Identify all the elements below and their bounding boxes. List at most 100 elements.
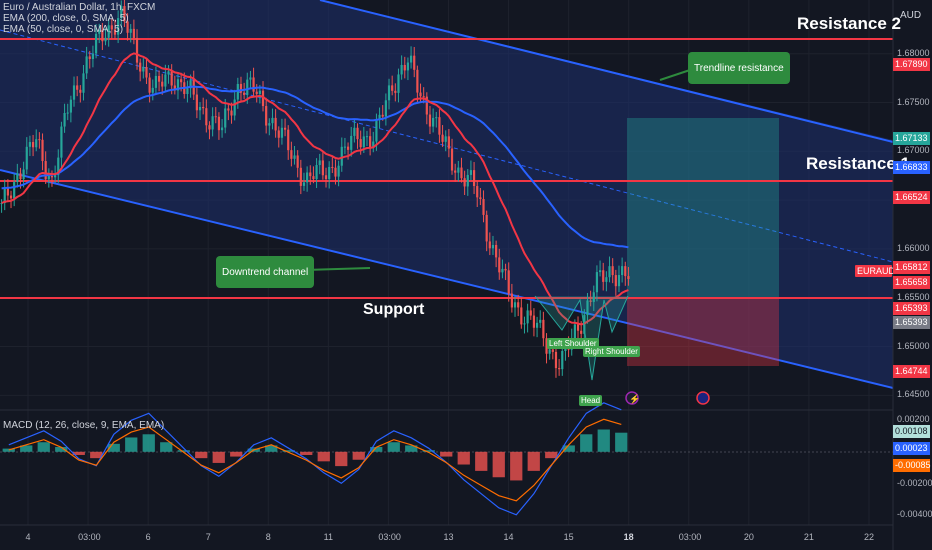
candle-body bbox=[142, 66, 145, 72]
candle-body bbox=[586, 300, 589, 316]
candle-body bbox=[243, 92, 246, 95]
macd-histogram-bar bbox=[230, 451, 243, 457]
macd-legend[interactable]: MACD (12, 26, close, 9, EMA, EMA) bbox=[3, 420, 165, 431]
candle-body bbox=[315, 165, 318, 180]
candle-body bbox=[598, 270, 602, 273]
lightning-icon: ⚡ bbox=[629, 393, 640, 405]
candle-body bbox=[129, 28, 132, 33]
candle-body bbox=[44, 161, 47, 180]
event-icon-lightning[interactable] bbox=[625, 391, 639, 405]
resistance2-label: Resistance 2 bbox=[797, 14, 901, 33]
candle-body bbox=[432, 117, 435, 127]
macd-histogram-bar bbox=[615, 432, 628, 452]
time-tick-label: 4 bbox=[25, 532, 31, 542]
macd-histogram-bar bbox=[107, 443, 120, 452]
macd-histogram-bar bbox=[492, 451, 505, 478]
candle-body bbox=[302, 182, 306, 186]
candle-body bbox=[85, 56, 88, 74]
candle-body bbox=[246, 79, 249, 95]
candle-body bbox=[387, 85, 391, 101]
time-tick-label: 13 bbox=[443, 532, 454, 542]
macd-histogram-bar bbox=[20, 445, 33, 452]
candle-body bbox=[217, 116, 221, 131]
macd-tick-label: 0.00200 bbox=[897, 413, 930, 424]
candle-body bbox=[268, 123, 271, 126]
price-tick-label: 1.65500 bbox=[897, 291, 930, 302]
downtrend-channel-callout[interactable]: Downtrend channel bbox=[216, 256, 315, 288]
macd-histogram-bar bbox=[125, 437, 138, 452]
trendline-resistance-callout[interactable]: Trendline resistance bbox=[688, 52, 790, 84]
macd-histogram-bar bbox=[580, 434, 593, 452]
candle-body bbox=[54, 175, 57, 178]
candle-body bbox=[337, 165, 340, 177]
candle-body bbox=[346, 146, 350, 150]
candle-body bbox=[22, 169, 25, 180]
candle-body bbox=[157, 75, 161, 82]
candle-body bbox=[523, 323, 526, 325]
candle-body bbox=[561, 350, 564, 370]
candle-body bbox=[167, 71, 170, 75]
time-tick-label: 18 bbox=[623, 532, 634, 542]
left-shoulder-label: Left Shoulder bbox=[547, 338, 599, 349]
candle-body bbox=[413, 55, 416, 70]
candle-body bbox=[173, 85, 176, 91]
symbol-title[interactable]: Euro / Australian Dollar, 1h, FXCM bbox=[3, 2, 156, 13]
candle-body bbox=[409, 55, 413, 63]
macd-value-box: 0.00108 bbox=[893, 425, 930, 439]
stop-zone bbox=[627, 298, 779, 366]
candle-body bbox=[378, 114, 381, 120]
candle-body bbox=[139, 62, 142, 72]
candle-body bbox=[328, 166, 331, 180]
macd-histogram-bar bbox=[37, 442, 50, 452]
candle-body bbox=[397, 74, 400, 93]
channel-lower-line[interactable] bbox=[0, 169, 894, 389]
candle-body bbox=[195, 94, 198, 111]
trendline-callout-pointer bbox=[659, 69, 691, 81]
candle-body bbox=[554, 351, 558, 369]
macd-histogram-bar bbox=[317, 451, 330, 462]
candle-body bbox=[16, 173, 19, 183]
candle-body bbox=[290, 150, 293, 159]
candle-body bbox=[120, 6, 123, 19]
macd-histogram-bar bbox=[72, 451, 85, 455]
candle-body bbox=[265, 106, 268, 126]
macd-histogram-bar bbox=[510, 451, 523, 481]
candle-body bbox=[126, 21, 129, 33]
candle-body bbox=[239, 83, 243, 93]
ema200-legend[interactable]: EMA (200, close, 0, SMA, 5) bbox=[3, 13, 129, 24]
candle-body bbox=[123, 6, 126, 22]
candle-body bbox=[529, 310, 532, 316]
time-tick-label: 6 bbox=[145, 532, 151, 542]
candle-body bbox=[381, 114, 384, 117]
candle-body bbox=[608, 266, 611, 278]
candle-body bbox=[318, 160, 321, 166]
candle-body bbox=[25, 146, 28, 170]
channel-upper-line[interactable] bbox=[319, 0, 894, 143]
candle-body bbox=[513, 302, 517, 308]
ema200-line bbox=[1, 85, 629, 249]
macd-value-box: -0.00085 bbox=[893, 458, 931, 472]
candle-body bbox=[60, 126, 63, 158]
candle-body bbox=[551, 349, 554, 352]
candle-body bbox=[466, 174, 469, 187]
candle-body bbox=[107, 25, 110, 38]
candle-body bbox=[148, 77, 151, 93]
candle-body bbox=[50, 176, 54, 178]
event-icon-au-flag[interactable] bbox=[696, 391, 710, 405]
symbol-tag: EURAUD bbox=[855, 265, 896, 277]
candle-body bbox=[145, 66, 148, 78]
candle-body bbox=[277, 130, 280, 138]
candle-body bbox=[19, 173, 22, 180]
time-tick-label: 20 bbox=[743, 532, 754, 542]
candle-body bbox=[287, 129, 290, 151]
candle-body bbox=[435, 117, 438, 119]
candle-body bbox=[82, 73, 85, 93]
candle-body bbox=[214, 116, 217, 118]
candle-body bbox=[132, 28, 135, 38]
ema50-legend[interactable]: EMA (50, close, 0, SMA, 5) bbox=[3, 24, 124, 35]
currency-label[interactable]: AUD bbox=[900, 10, 922, 21]
candle-body bbox=[362, 136, 365, 148]
candle-body bbox=[589, 300, 592, 302]
macd-histogram-bar bbox=[387, 442, 400, 452]
